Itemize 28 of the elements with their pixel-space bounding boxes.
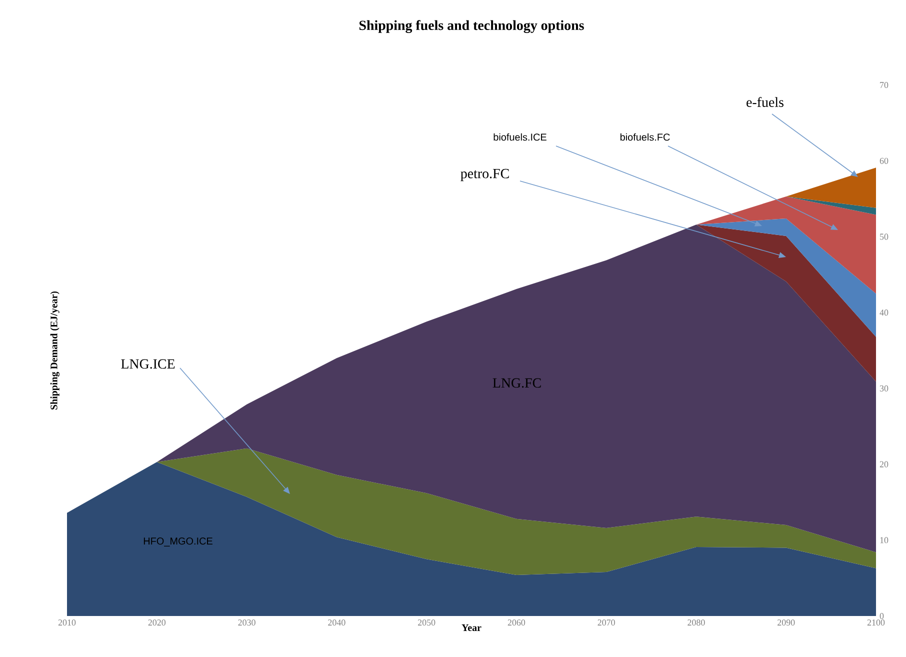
chart-title: Shipping fuels and technology options xyxy=(359,20,584,34)
x-tick-label: 2010 xyxy=(58,620,76,626)
text: biofuels.ICE xyxy=(494,133,546,141)
text: petro.FC xyxy=(460,168,509,182)
y-tick-label: 60 xyxy=(880,158,888,164)
y-tick-label: 10 xyxy=(880,537,888,544)
x-tick-label: 2050 xyxy=(418,620,436,626)
y-axis-title: Shipping Demand (EJ/year) xyxy=(50,291,60,410)
x-tick-label: 2040 xyxy=(328,620,346,626)
y-tick-label: 20 xyxy=(880,461,888,468)
x-axis-title: Year xyxy=(462,624,482,632)
text: LNG.ICE xyxy=(121,359,175,369)
text: e-fuels xyxy=(746,97,784,107)
x-tick-label: 2090 xyxy=(778,620,795,626)
x-tick-label: 2020 xyxy=(148,620,166,626)
x-tick-label: 2100 xyxy=(867,620,885,626)
y-tick-label: 0 xyxy=(880,612,884,620)
x-tick-label: 2070 xyxy=(598,620,615,626)
y-tick-label: 40 xyxy=(880,310,888,316)
x-tick-label: 2060 xyxy=(508,620,526,626)
x-tick-label: 2080 xyxy=(688,620,705,626)
x-tick-label: 2030 xyxy=(238,620,256,626)
series-label: HFO_MGO.ICE xyxy=(144,538,212,546)
y-tick-label: 50 xyxy=(880,234,888,240)
text: biofuels.FC xyxy=(620,133,670,141)
y-tick-label: 30 xyxy=(880,385,888,392)
series-label: LNG.FC xyxy=(492,378,541,388)
y-tick-label: 70 xyxy=(880,82,888,88)
